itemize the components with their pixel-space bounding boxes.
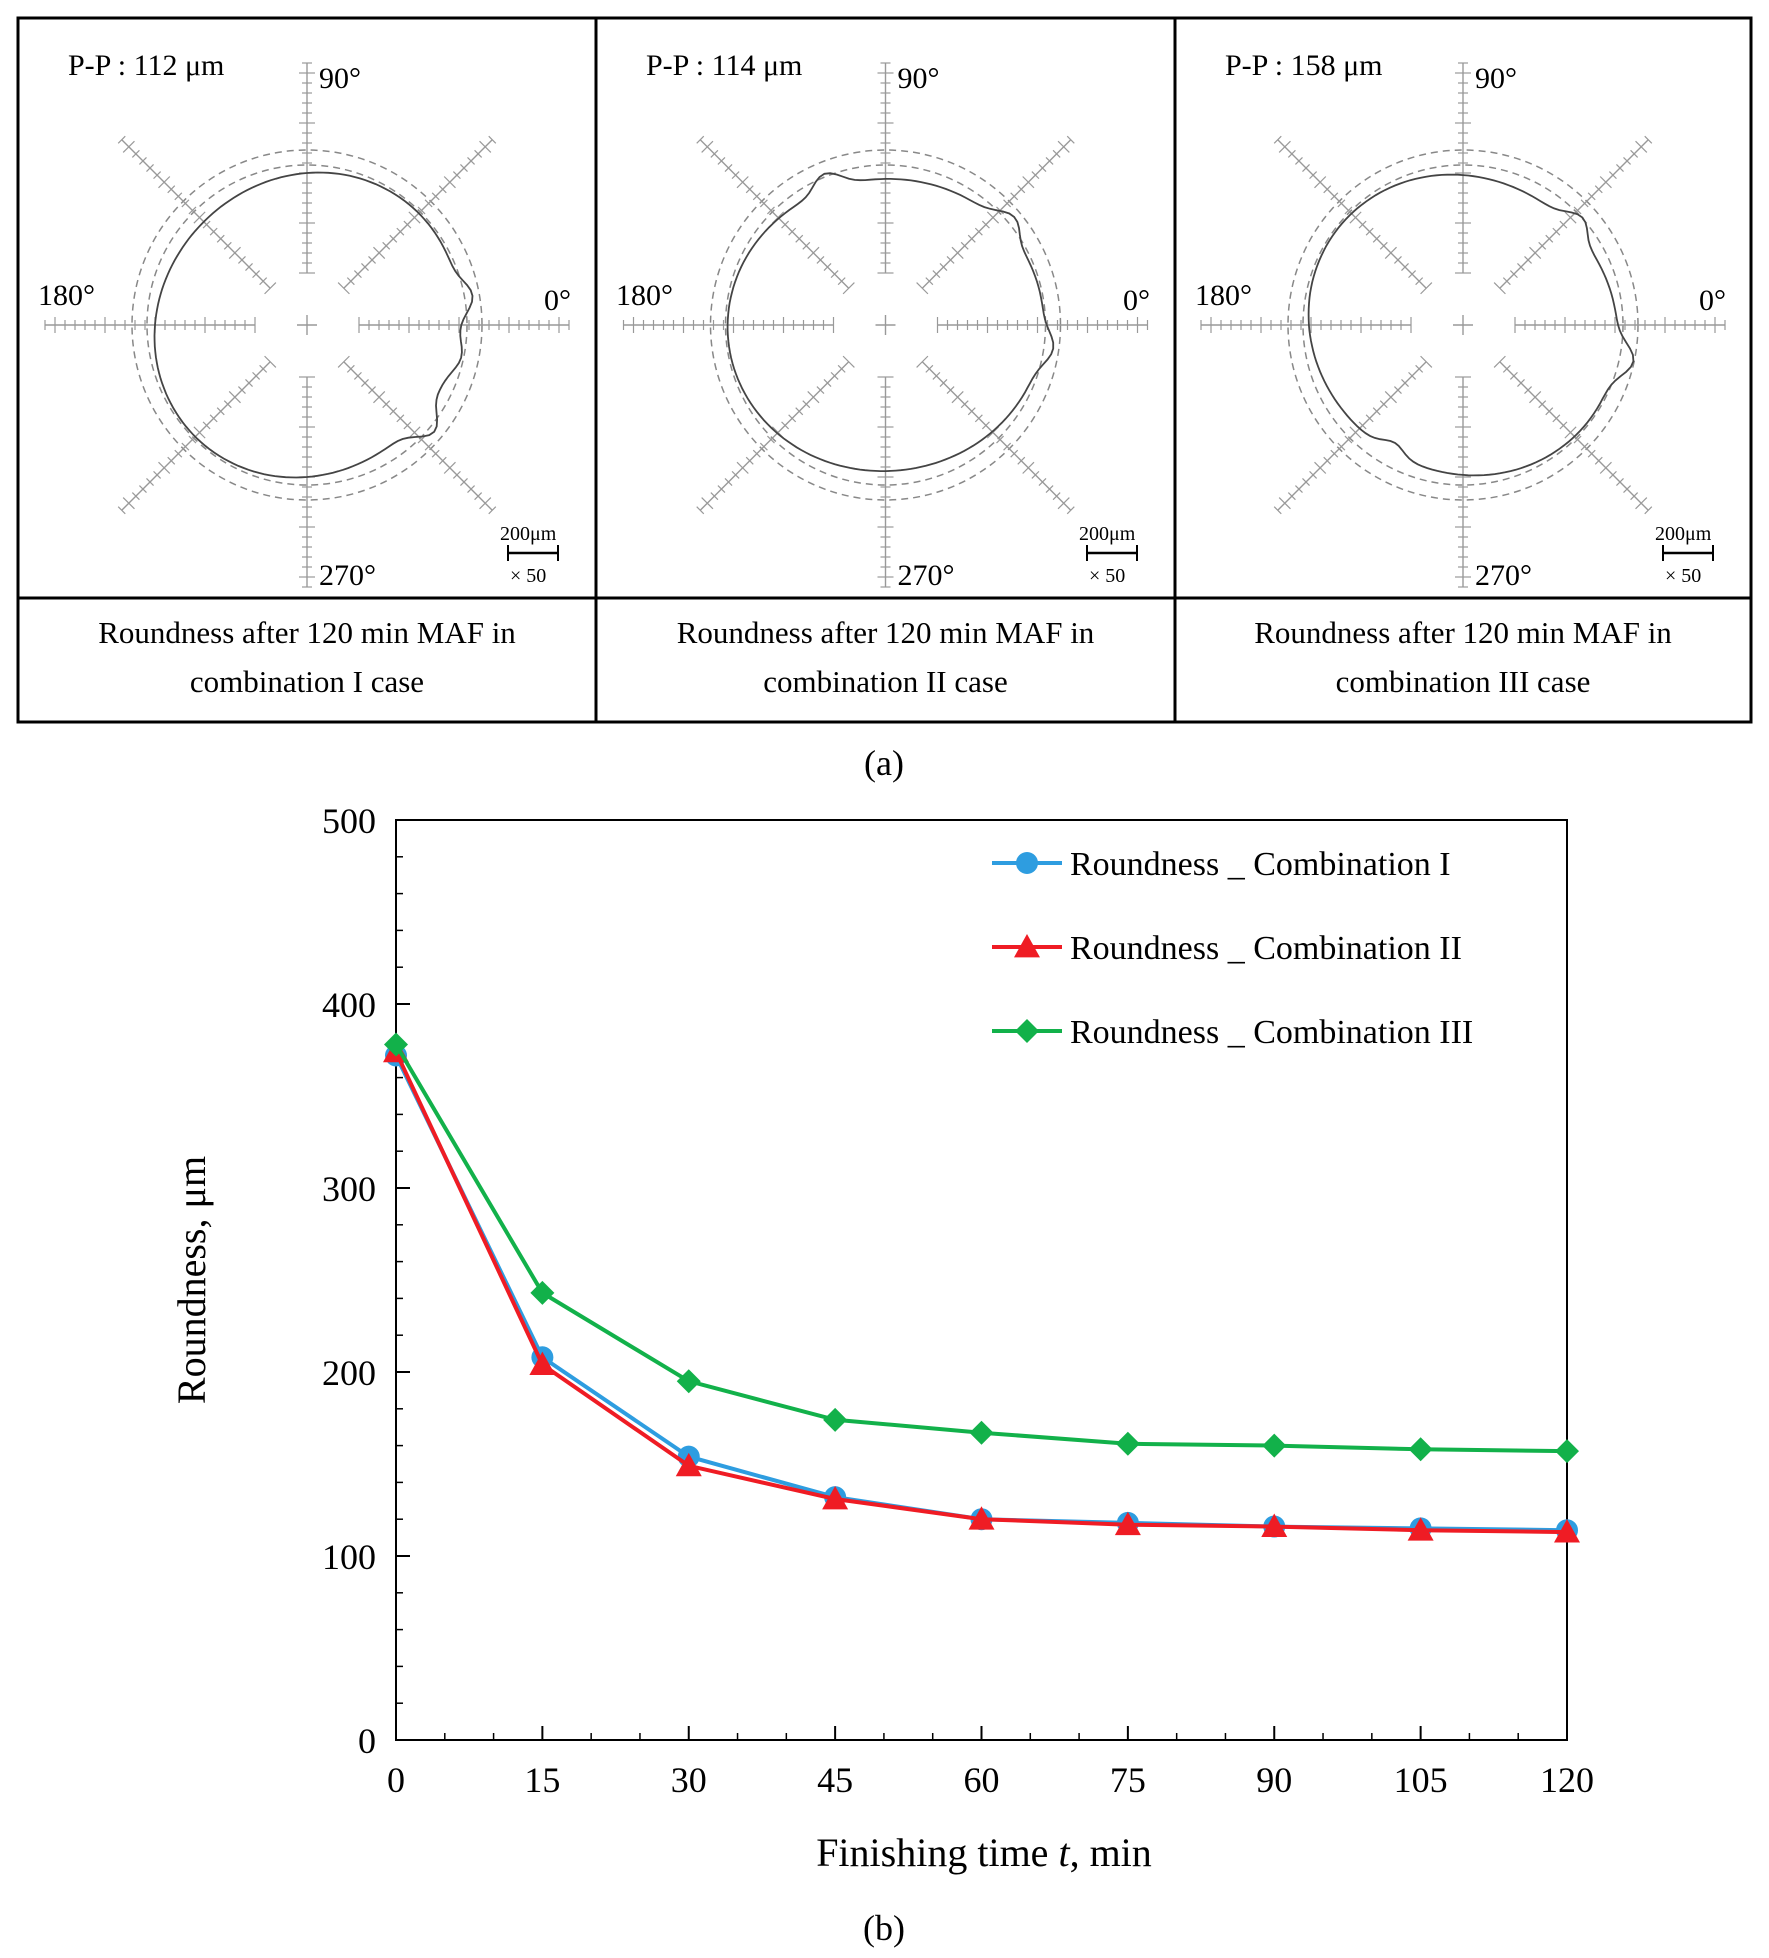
x-tick-label: 30 <box>671 1760 707 1800</box>
x-tick-label: 75 <box>1110 1760 1146 1800</box>
scale-bar-label: 200μm <box>1079 523 1136 545</box>
series-1 <box>385 1044 1578 1542</box>
angle-label-90: 90° <box>319 62 361 95</box>
data-point <box>676 1369 701 1394</box>
legend-marker <box>1016 852 1038 874</box>
peak-to-peak-label: P-P : 114 μm <box>646 49 802 82</box>
legend-label: Roundness _ Combination III <box>1070 1014 1473 1051</box>
caption-line-2: combination II case <box>763 664 1007 699</box>
y-tick-label: 0 <box>358 1721 376 1761</box>
radial-scale-arms <box>44 62 570 588</box>
scale-bar-label: 200μm <box>500 523 557 545</box>
magnification-label: × 50 <box>1089 565 1125 587</box>
legend-item-1: Roundness _ Combination I <box>992 846 1451 883</box>
angle-label-180: 180° <box>616 279 673 312</box>
legend-label: Roundness _ Combination II <box>1070 930 1462 967</box>
data-point <box>1555 1439 1579 1464</box>
y-tick-label: 100 <box>322 1537 376 1577</box>
x-tick-label: 45 <box>817 1760 853 1800</box>
data-point <box>675 1452 702 1477</box>
y-axis-label: Roundness, μm <box>169 1156 214 1404</box>
x-axis: 0 15 30 45 60 75 90 105 120 <box>387 1726 1594 1800</box>
data-point <box>1554 1519 1580 1543</box>
measured-profile <box>1307 173 1635 477</box>
peak-to-peak-label: P-P : 158 μm <box>1225 49 1383 82</box>
angle-label-180: 180° <box>1195 279 1252 312</box>
x-axis-label-prefix: Finishing time <box>816 1830 1058 1875</box>
x-tick-label: 120 <box>1540 1760 1594 1800</box>
caption-line-1: Roundness after 120 min MAF in <box>98 615 516 650</box>
angle-label-270: 270° <box>319 559 376 592</box>
angle-label-90: 90° <box>1475 62 1517 95</box>
legend: Roundness _ Combination I Roundness _ Com… <box>992 846 1473 1051</box>
series-2 <box>383 1038 1580 1543</box>
angle-label-0: 0° <box>1699 284 1726 317</box>
x-axis-label: Finishing time t, min <box>816 1830 1152 1875</box>
data-point <box>1114 1511 1141 1536</box>
angle-label-180: 180° <box>38 279 95 312</box>
data-point <box>822 1485 849 1510</box>
x-axis-label-var: t <box>1058 1830 1070 1875</box>
roundness-line-chart: 0 100 200 300 400 500 0 15 30 45 60 75 90 105 120 Rou… <box>169 801 1594 1948</box>
data-point <box>1261 1513 1288 1537</box>
data-point <box>1115 1431 1140 1456</box>
caption-line-2: combination I case <box>190 664 424 699</box>
angle-label-270: 270° <box>1475 559 1532 592</box>
y-tick-label: 400 <box>322 985 376 1025</box>
measured-profile <box>153 171 474 479</box>
series-3 <box>384 1032 1579 1464</box>
data-point <box>1408 1437 1433 1462</box>
angle-label-270: 270° <box>898 559 955 592</box>
polar-panel-3: P-P : 158 μm 90° 0° 180° 270° 200μm × 50 Roundn… <box>1195 49 1726 699</box>
caption-line-1: Roundness after 120 min MAF in <box>1254 615 1672 650</box>
y-tick-label: 500 <box>322 801 376 841</box>
x-tick-label: 60 <box>964 1760 1000 1800</box>
radial-scale-arms <box>622 62 1149 588</box>
series-line <box>394 1050 1568 1535</box>
x-tick-label: 90 <box>1256 1760 1292 1800</box>
magnification-label: × 50 <box>510 565 546 587</box>
data-point <box>968 1506 995 1530</box>
y-tick-label: 200 <box>322 1353 376 1393</box>
magnification-label: × 50 <box>1665 565 1701 587</box>
panel-b-label: (b) <box>863 1908 905 1948</box>
data-point <box>823 1407 848 1432</box>
data-point <box>969 1420 994 1445</box>
series-line <box>394 1054 1568 1533</box>
x-tick-label: 15 <box>524 1760 560 1800</box>
caption-line-2: combination III case <box>1336 664 1591 699</box>
legend-marker <box>1015 1019 1039 1043</box>
legend-item-3: Roundness _ Combination III <box>992 1014 1473 1051</box>
polar-panel-1: P-P : 112 μm 90° 0° 180° 270° 200μm × 50 Roundn… <box>38 49 571 699</box>
legend-item-2: Roundness _ Combination II <box>992 930 1462 967</box>
y-tick-label: 300 <box>322 1169 376 1209</box>
legend-marker <box>1014 934 1040 958</box>
data-point <box>384 1032 408 1057</box>
angle-label-90: 90° <box>898 62 940 95</box>
peak-to-peak-label: P-P : 112 μm <box>68 49 224 82</box>
x-tick-label: 0 <box>387 1760 405 1800</box>
x-tick-label: 105 <box>1394 1760 1448 1800</box>
data-point <box>1407 1517 1434 1541</box>
legend-label: Roundness _ Combination I <box>1070 846 1451 883</box>
angle-label-0: 0° <box>544 284 571 317</box>
measured-profile <box>726 172 1055 472</box>
series-layer <box>383 1032 1580 1543</box>
caption-line-1: Roundness after 120 min MAF in <box>677 615 1095 650</box>
panel-a-label: (a) <box>864 743 904 783</box>
angle-label-0: 0° <box>1123 284 1150 317</box>
polar-panel-2: P-P : 114 μm 90° 0° 180° 270° 200μm × 50 Roundn… <box>616 49 1150 699</box>
data-point <box>529 1351 556 1376</box>
data-point <box>1262 1433 1287 1458</box>
series-line <box>394 1043 1568 1454</box>
roundness-profiles-panel: P-P : 112 μm 90° 0° 180° 270° 200μm × 50 Roundn… <box>16 16 1753 783</box>
panel-a-border <box>16 16 1753 724</box>
x-axis-label-suffix: , min <box>1070 1830 1152 1875</box>
data-point <box>530 1280 555 1305</box>
scale-bar-label: 200μm <box>1655 523 1712 545</box>
